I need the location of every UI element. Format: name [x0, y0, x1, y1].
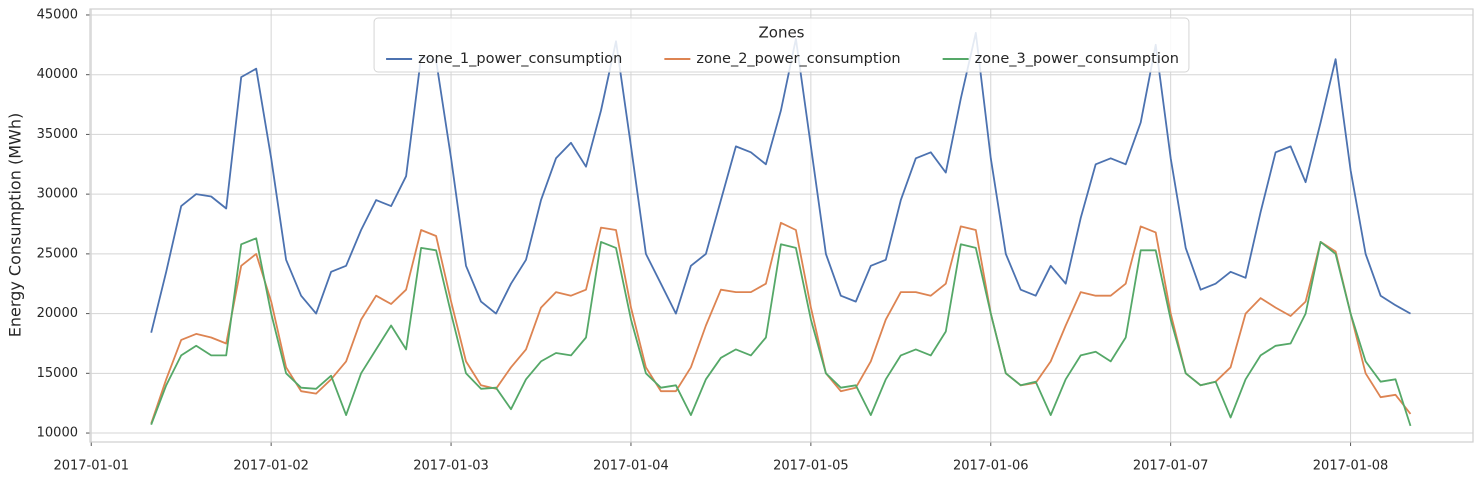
series-line	[150, 32, 1411, 333]
legend: Zones zone_1_power_consumption zone_2_powe…	[373, 17, 1190, 73]
x-tick-label: 2017-01-07	[1133, 459, 1209, 474]
legend-label: zone_1_power_consumption	[418, 51, 622, 67]
y-tick-label: 15000	[37, 366, 78, 381]
legend-label: zone_2_power_consumption	[696, 51, 900, 67]
x-tick-label: 2017-01-04	[593, 459, 669, 474]
y-tick-label: 30000	[37, 187, 78, 202]
legend-label: zone_3_power_consumption	[975, 51, 1179, 67]
y-tick-label: 45000	[37, 7, 78, 22]
x-tick-label: 2017-01-06	[953, 459, 1029, 474]
legend-box	[373, 17, 1190, 73]
legend-title: Zones	[758, 24, 804, 42]
y-tick-label: 10000	[37, 426, 78, 441]
y-axis-label: Energy Consumption (MWh)	[6, 113, 25, 337]
x-tick-label: 2017-01-02	[233, 459, 309, 474]
y-tick-label: 20000	[37, 306, 78, 321]
y-tick-label: 25000	[37, 246, 78, 261]
plot-frame	[89, 8, 1474, 443]
y-tick-label: 40000	[37, 67, 78, 82]
x-tick-label: 2017-01-03	[413, 459, 489, 474]
series-line	[150, 221, 1412, 424]
x-tick-label: 2017-01-05	[773, 459, 849, 474]
x-tick-label: 2017-01-01	[53, 459, 129, 474]
y-tick-label: 35000	[37, 127, 78, 142]
x-tick-label: 2017-01-08	[1313, 459, 1389, 474]
series-line	[150, 237, 1412, 427]
